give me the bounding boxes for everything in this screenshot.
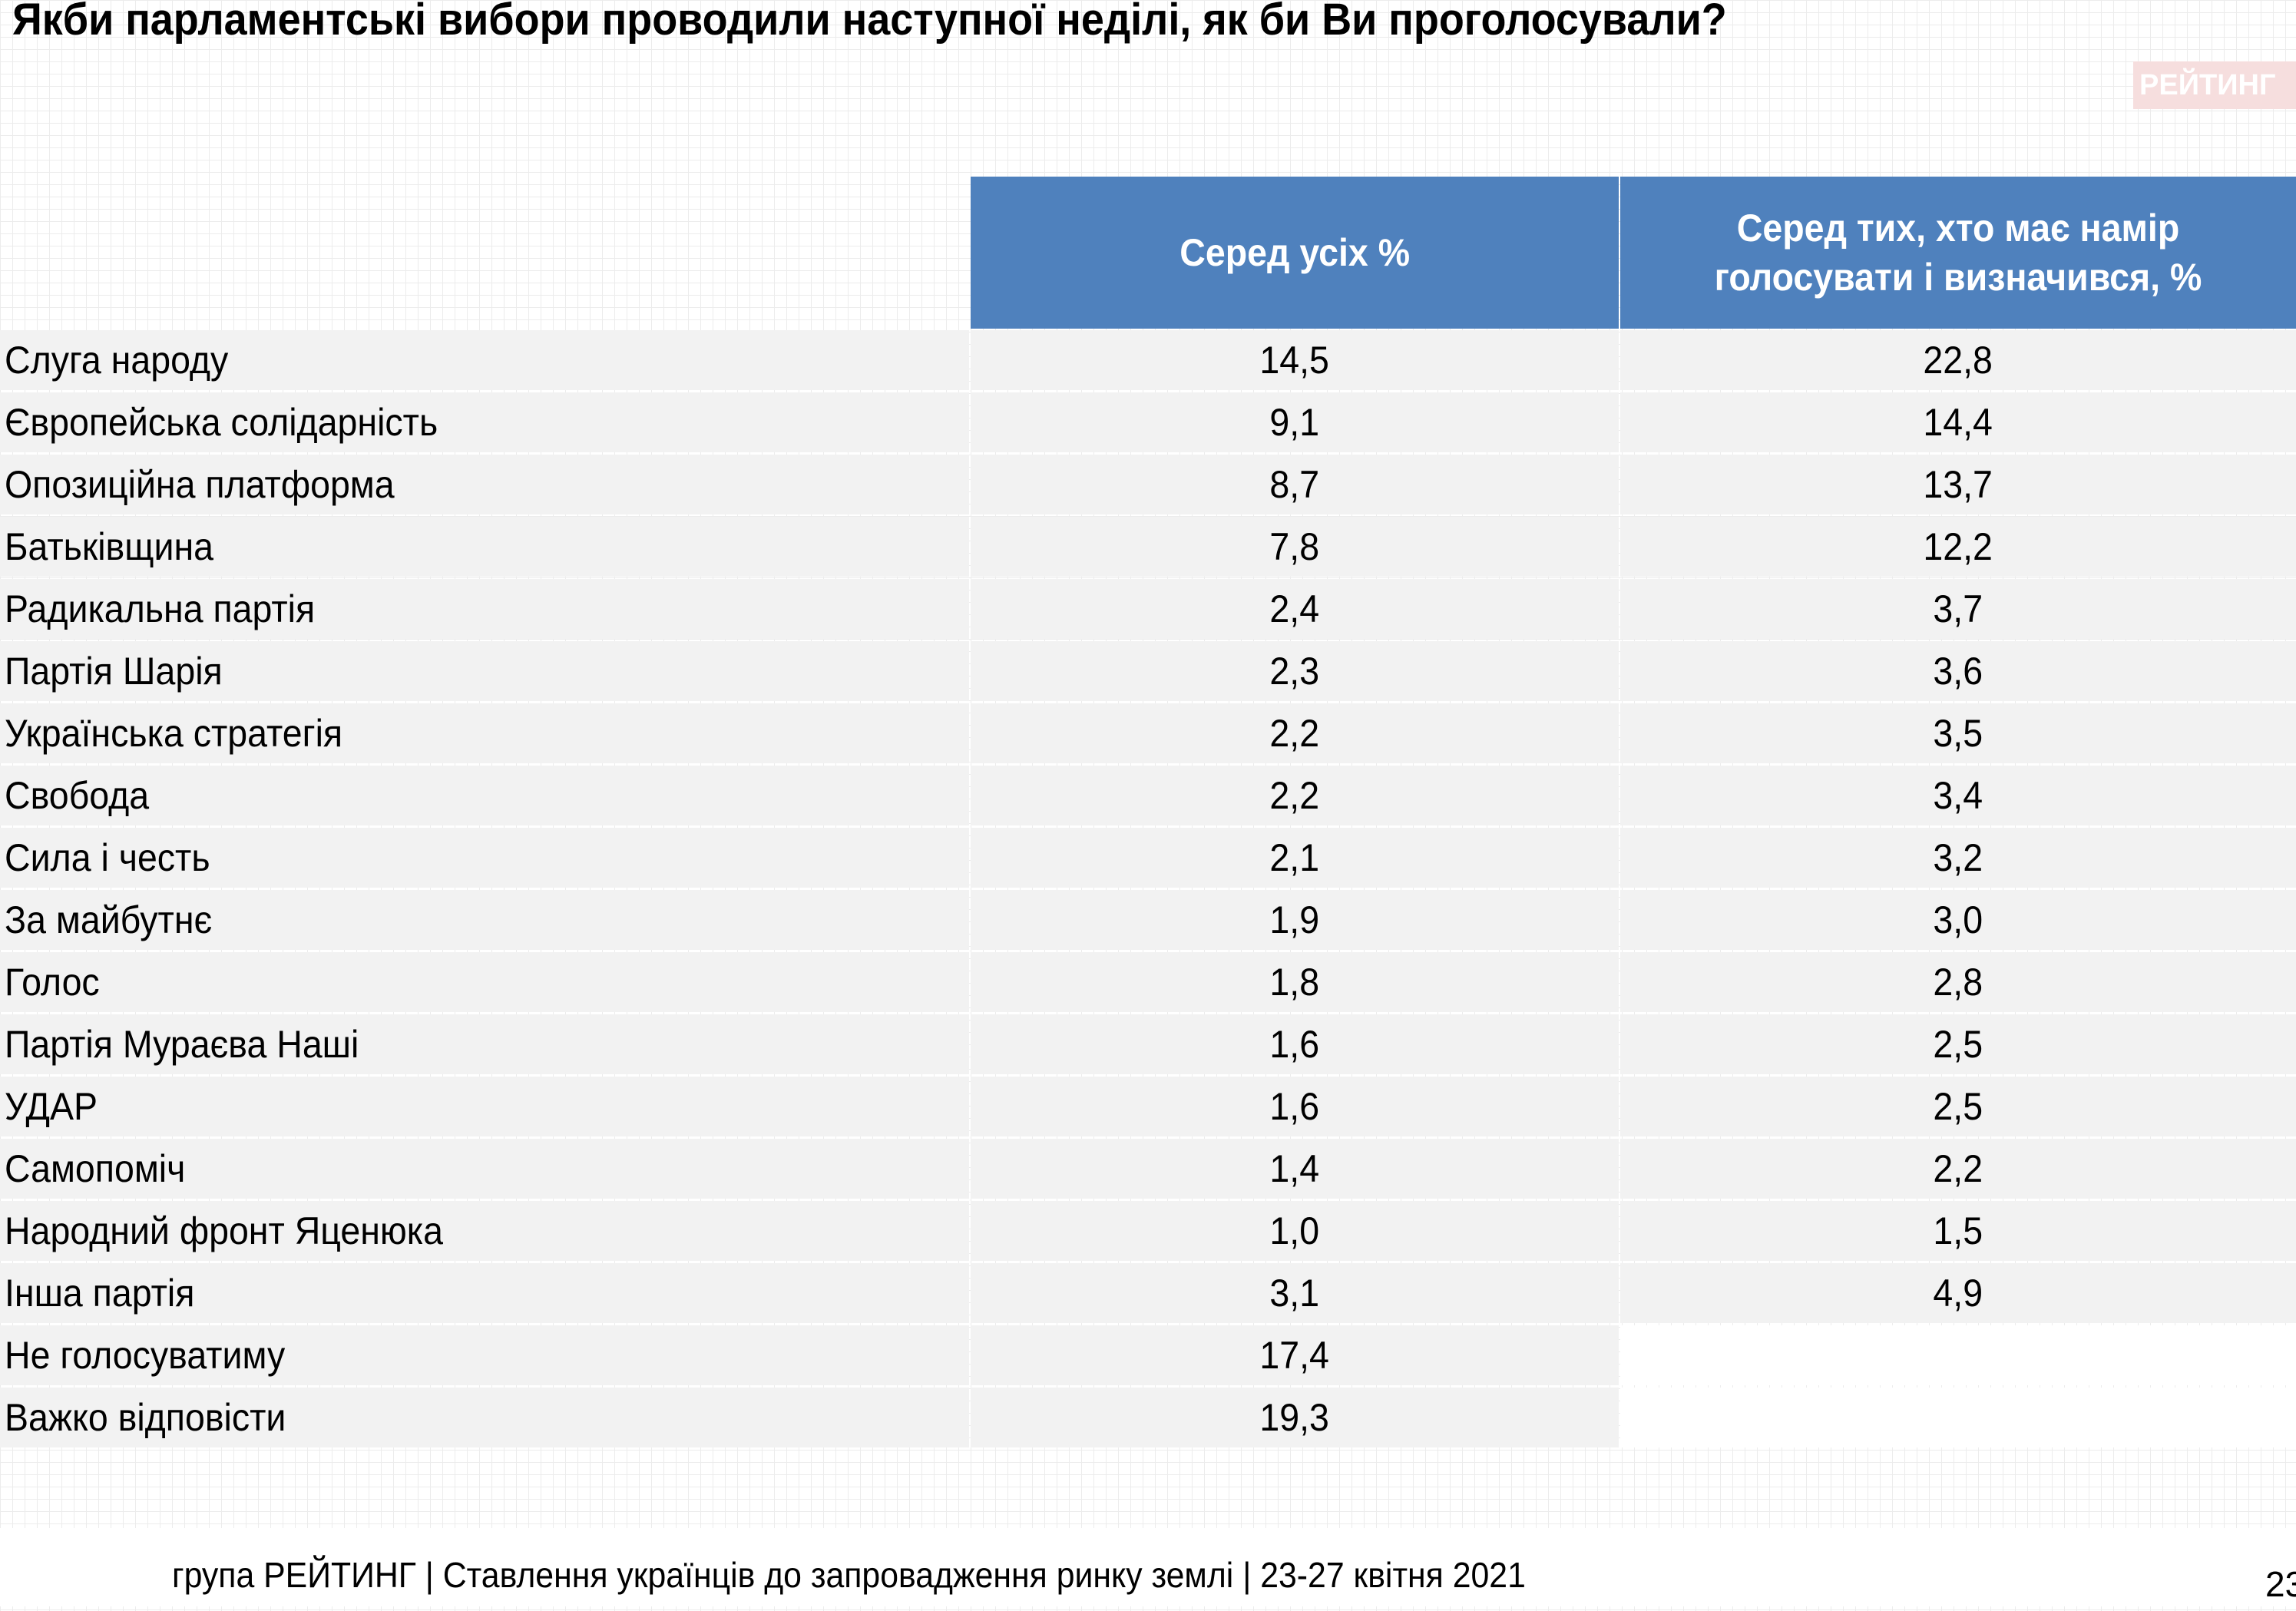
page-title: Якби парламентські вибори проводили наст…	[12, 0, 1727, 45]
value-all-cell: 1,8	[971, 952, 1619, 1012]
value-decided-cell: 3,6	[1620, 641, 2296, 701]
footer-bar	[0, 1528, 2296, 1606]
table-row: Народний фронт Яценюка 1,0 1,5	[0, 1201, 2296, 1263]
footer-text: група РЕЙТИНГ | Ставлення українців до з…	[172, 1555, 1526, 1595]
value-decided-cell: 12,2	[1620, 517, 2296, 577]
table-row: Українська стратегія 2,2 3,5	[0, 703, 2296, 766]
value-decided-cell: 2,5	[1620, 1077, 2296, 1136]
party-name-cell: Самопоміч	[0, 1139, 969, 1199]
value-decided-cell: 14,4	[1620, 392, 2296, 452]
column-header-decided: Серед тих, хто має намір голосувати і ви…	[1620, 177, 2296, 329]
table-row: Партія Мураєва Наші 1,6 2,5	[0, 1014, 2296, 1077]
table-row: Самопоміч 1,4 2,2	[0, 1139, 2296, 1201]
value-decided-cell: 3,4	[1620, 766, 2296, 825]
value-all-cell: 2,2	[971, 766, 1619, 825]
value-decided-cell: 13,7	[1620, 455, 2296, 514]
value-decided-cell: 2,2	[1620, 1139, 2296, 1199]
value-decided-cell: 1,5	[1620, 1201, 2296, 1261]
party-name-cell: Свобода	[0, 766, 969, 825]
value-decided-cell: 3,0	[1620, 890, 2296, 950]
value-all-cell: 1,6	[971, 1077, 1619, 1136]
party-name-cell: Слуга народу	[0, 330, 969, 390]
value-decided-cell: 2,5	[1620, 1014, 2296, 1074]
party-name-cell: За майбутнє	[0, 890, 969, 950]
party-name-cell: Не голосуватиму	[0, 1325, 969, 1385]
value-decided-cell: 3,5	[1620, 703, 2296, 763]
results-table: Слуга народу 14,5 22,8 Європейська солідарн…	[0, 330, 2296, 1450]
value-all-cell: 7,8	[971, 517, 1619, 577]
party-name-cell: Радикальна партія	[0, 579, 969, 639]
value-decided-cell	[1620, 1325, 2296, 1385]
party-name-cell: Народний фронт Яценюка	[0, 1201, 969, 1261]
value-all-cell: 2,4	[971, 579, 1619, 639]
party-name-cell: Опозиційна платформа	[0, 455, 969, 514]
table-row: Свобода 2,2 3,4	[0, 766, 2296, 828]
value-all-cell: 17,4	[971, 1325, 1619, 1385]
value-all-cell: 2,1	[971, 828, 1619, 888]
party-name-cell: Інша партія	[0, 1263, 969, 1323]
value-all-cell: 1,6	[971, 1014, 1619, 1074]
party-name-cell: Партія Мураєва Наші	[0, 1014, 969, 1074]
page-number: 23	[2265, 1564, 2296, 1604]
table-row: Слуга народу 14,5 22,8	[0, 330, 2296, 392]
column-header-all: Серед усіх %	[971, 177, 1619, 329]
value-all-cell: 8,7	[971, 455, 1619, 514]
value-all-cell: 1,0	[971, 1201, 1619, 1261]
value-decided-cell: 22,8	[1620, 330, 2296, 390]
table-row: За майбутнє 1,9 3,0	[0, 890, 2296, 952]
party-name-cell: Партія Шарія	[0, 641, 969, 701]
value-decided-cell	[1620, 1388, 2296, 1447]
table-row: Важко відповісти 19,3	[0, 1388, 2296, 1450]
value-all-cell: 3,1	[971, 1263, 1619, 1323]
value-decided-cell: 4,9	[1620, 1263, 2296, 1323]
value-all-cell: 2,2	[971, 703, 1619, 763]
party-name-cell: Українська стратегія	[0, 703, 969, 763]
value-all-cell: 1,9	[971, 890, 1619, 950]
table-row: Не голосуватиму 17,4	[0, 1325, 2296, 1388]
party-name-cell: Європейська солідарність	[0, 392, 969, 452]
table-row: УДАР 1,6 2,5	[0, 1077, 2296, 1139]
party-name-cell: Сила і честь	[0, 828, 969, 888]
value-all-cell: 1,4	[971, 1139, 1619, 1199]
table-row: Сила і честь 2,1 3,2	[0, 828, 2296, 890]
table-row: Опозиційна платформа 8,7 13,7	[0, 455, 2296, 517]
value-decided-cell: 2,8	[1620, 952, 2296, 1012]
party-name-cell: Голос	[0, 952, 969, 1012]
table-row: Голос 1,8 2,8	[0, 952, 2296, 1014]
party-name-cell: Батьківщина	[0, 517, 969, 577]
value-all-cell: 9,1	[971, 392, 1619, 452]
party-name-cell: УДАР	[0, 1077, 969, 1136]
value-all-cell: 19,3	[971, 1388, 1619, 1447]
value-decided-cell: 3,7	[1620, 579, 2296, 639]
value-all-cell: 14,5	[971, 330, 1619, 390]
table-row: Радикальна партія 2,4 3,7	[0, 579, 2296, 641]
rating-logo: РЕЙТИНГ	[2133, 61, 2296, 109]
table-row: Європейська солідарність 9,1 14,4	[0, 392, 2296, 455]
table-row: Партія Шарія 2,3 3,6	[0, 641, 2296, 703]
table-row: Інша партія 3,1 4,9	[0, 1263, 2296, 1325]
value-all-cell: 2,3	[971, 641, 1619, 701]
value-decided-cell: 3,2	[1620, 828, 2296, 888]
table-row: Батьківщина 7,8 12,2	[0, 517, 2296, 579]
party-name-cell: Важко відповісти	[0, 1388, 969, 1447]
